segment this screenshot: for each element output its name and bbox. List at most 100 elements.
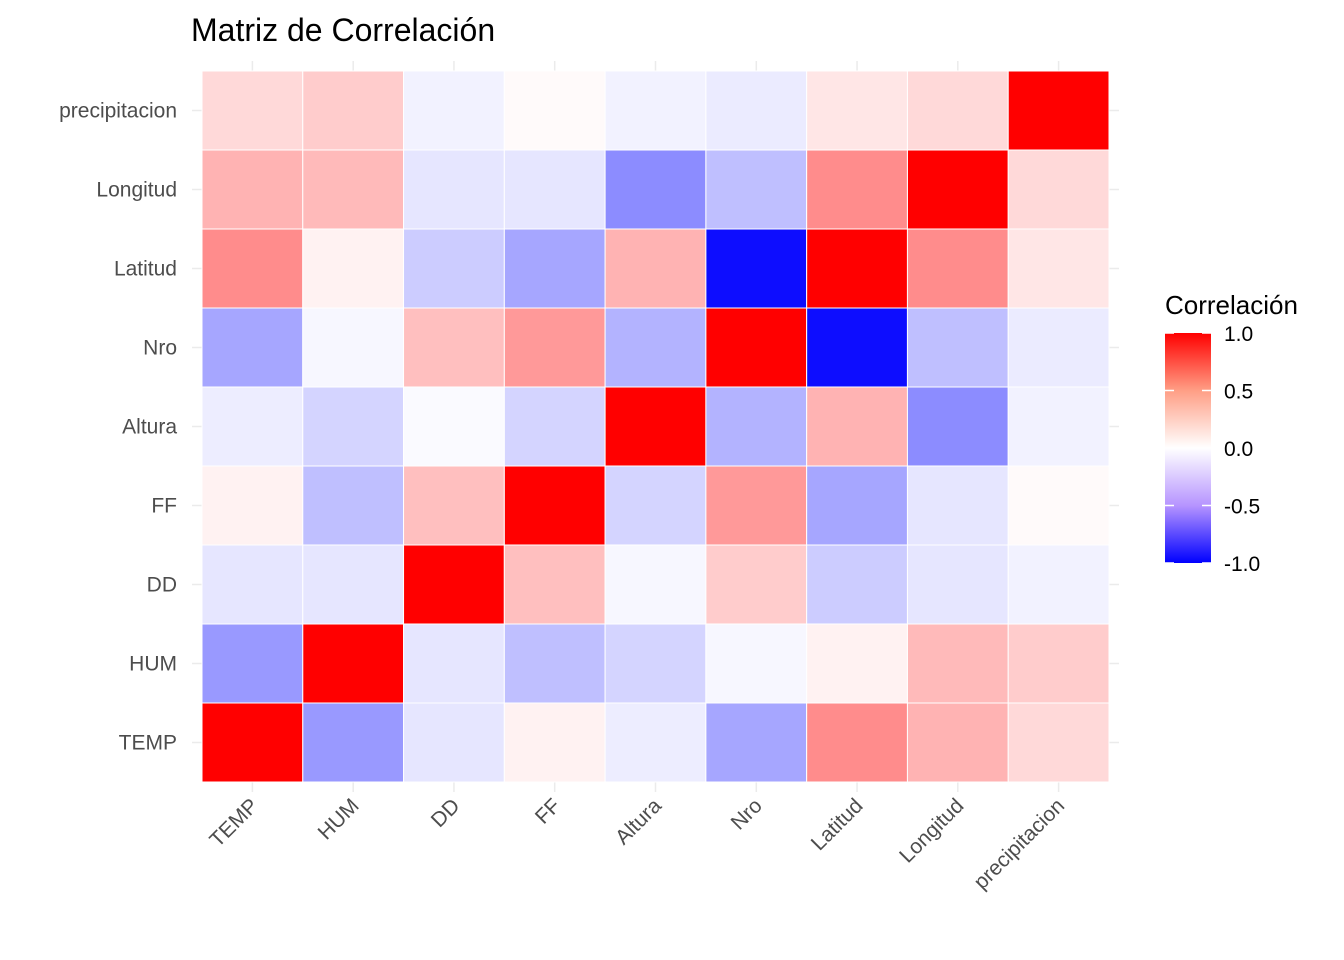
heatmap-cell-DD-Longitud bbox=[403, 149, 505, 230]
heatmap-cell-HUM-Altura bbox=[302, 386, 405, 467]
heatmap-cell-precipitacion-DD bbox=[1007, 544, 1110, 625]
heatmap-cell-FF-precipitacion bbox=[503, 70, 606, 151]
heatmap-cell-Longitud-Nro bbox=[906, 307, 1009, 388]
y-axis-ticks: TEMP HUM DD FF Altura Nro Latitud Longitud preci… bbox=[59, 100, 177, 755]
heatmap-cell-FF-DD bbox=[503, 544, 606, 625]
heatmap-cell-Latitud-HUM bbox=[806, 623, 908, 704]
legend-label: 1.0 bbox=[1224, 323, 1253, 346]
x-tick-label: precipitacion bbox=[970, 794, 1070, 894]
heatmap-cell-Nro-Nro bbox=[705, 307, 808, 388]
heatmap-cell-Altura-HUM bbox=[604, 623, 707, 704]
heatmap-cell-Altura-DD bbox=[604, 544, 707, 625]
heatmap-cell-FF-Latitud bbox=[503, 228, 606, 309]
heatmap-cell-Nro-FF bbox=[705, 465, 808, 546]
heatmap-cell-TEMP-TEMP bbox=[201, 702, 304, 783]
heatmap-cell-precipitacion-TEMP bbox=[1007, 702, 1110, 783]
heatmap-cell-TEMP-Nro bbox=[201, 307, 304, 388]
heatmap-cell-HUM-FF bbox=[302, 465, 405, 546]
heatmap-cell-Longitud-Longitud bbox=[906, 149, 1009, 230]
legend-label: -1.0 bbox=[1224, 553, 1260, 576]
heatmap-cell-DD-HUM bbox=[403, 623, 505, 704]
heatmap-cell-Nro-HUM bbox=[705, 623, 808, 704]
heatmap-cell-FF-FF bbox=[503, 465, 606, 546]
y-tick-label: FF bbox=[151, 495, 177, 518]
x-axis-ticks: TEMP HUM DD FF Altura Nro Latitud Longitud preci… bbox=[205, 794, 1069, 894]
heatmap-cell-Latitud-precipitacion bbox=[806, 70, 908, 151]
legend-label: 0.0 bbox=[1224, 438, 1253, 461]
heatmap-cell-precipitacion-FF bbox=[1007, 465, 1110, 546]
heatmap-cell-Nro-DD bbox=[705, 544, 808, 625]
chart-title: Matriz de Correlación bbox=[191, 12, 495, 48]
heatmap-cell-Longitud-Altura bbox=[906, 386, 1009, 467]
heatmap-cell-Nro-TEMP bbox=[705, 702, 808, 783]
heatmap-cell-Altura-FF bbox=[604, 465, 707, 546]
heatmap-cell-Altura-Altura bbox=[604, 386, 707, 467]
heatmap-cell-precipitacion-Longitud bbox=[1007, 149, 1110, 230]
y-tick-label: HUM bbox=[129, 653, 177, 676]
y-tick-label: precipitacion bbox=[59, 100, 177, 123]
heatmap-cells bbox=[201, 70, 1110, 783]
heatmap-cell-DD-precipitacion bbox=[403, 70, 505, 151]
heatmap-cell-Latitud-Longitud bbox=[806, 149, 908, 230]
heatmap-cell-HUM-Nro bbox=[302, 307, 405, 388]
heatmap-cell-Latitud-Latitud bbox=[806, 228, 908, 309]
legend-label: 0.5 bbox=[1224, 381, 1253, 404]
y-tick-label: DD bbox=[147, 574, 177, 597]
heatmap-cell-Longitud-FF bbox=[906, 465, 1009, 546]
x-tick-label: DD bbox=[427, 794, 465, 832]
x-tick-label: TEMP bbox=[205, 794, 263, 852]
heatmap-cell-Altura-TEMP bbox=[604, 702, 707, 783]
heatmap-cell-HUM-precipitacion bbox=[302, 70, 405, 151]
y-tick-label: TEMP bbox=[119, 732, 177, 755]
heatmap-cell-DD-FF bbox=[403, 465, 505, 546]
heatmap-cell-precipitacion-HUM bbox=[1007, 623, 1110, 704]
x-tick-label: Latitud bbox=[807, 794, 868, 855]
heatmap-cell-FF-Longitud bbox=[503, 149, 606, 230]
x-tick-label: HUM bbox=[314, 794, 364, 844]
heatmap-cell-FF-Nro bbox=[503, 307, 606, 388]
legend-title: Correlación bbox=[1165, 290, 1298, 320]
heatmap-cell-FF-HUM bbox=[503, 623, 606, 704]
heatmap-cell-Longitud-Latitud bbox=[906, 228, 1009, 309]
heatmap-cell-Altura-Latitud bbox=[604, 228, 707, 309]
y-tick-label: Nro bbox=[143, 337, 177, 360]
heatmap-cell-TEMP-Latitud bbox=[201, 228, 304, 309]
heatmap-cell-Nro-Longitud bbox=[705, 149, 808, 230]
heatmap-cell-TEMP-precipitacion bbox=[201, 70, 304, 151]
heatmap-cell-DD-Altura bbox=[403, 386, 505, 467]
legend-ticks: 1.0 0.5 0.0 -0.5 -1.0 bbox=[1165, 323, 1260, 576]
heatmap-cell-precipitacion-Altura bbox=[1007, 386, 1110, 467]
y-tick-label: Latitud bbox=[114, 258, 177, 281]
heatmap-cell-HUM-Latitud bbox=[302, 228, 405, 309]
heatmap-cell-DD-Latitud bbox=[403, 228, 505, 309]
heatmap-cell-TEMP-HUM bbox=[201, 623, 304, 704]
heatmap-cell-HUM-HUM bbox=[302, 623, 405, 704]
heatmap-cell-HUM-Longitud bbox=[302, 149, 405, 230]
heatmap-cell-Latitud-FF bbox=[806, 465, 908, 546]
heatmap-cell-Longitud-HUM bbox=[906, 623, 1009, 704]
x-tick-label: FF bbox=[531, 794, 565, 828]
heatmap-cell-Nro-Altura bbox=[705, 386, 808, 467]
heatmap-cell-FF-TEMP bbox=[503, 702, 606, 783]
x-tick-label: Altura bbox=[611, 794, 666, 849]
heatmap-cell-DD-Nro bbox=[403, 307, 505, 388]
heatmap-cell-Longitud-DD bbox=[906, 544, 1009, 625]
heatmap-cell-TEMP-Longitud bbox=[201, 149, 304, 230]
heatmap-cell-Latitud-DD bbox=[806, 544, 908, 625]
heatmap-cell-Latitud-Altura bbox=[806, 386, 908, 467]
heatmap-cell-DD-TEMP bbox=[403, 702, 505, 783]
heatmap-cell-Longitud-precipitacion bbox=[906, 70, 1009, 151]
legend-label: -0.5 bbox=[1224, 496, 1260, 519]
heatmap-cell-Nro-Latitud bbox=[705, 228, 808, 309]
heatmap-cell-TEMP-FF bbox=[201, 465, 304, 546]
heatmap-cell-HUM-TEMP bbox=[302, 702, 405, 783]
heatmap-cell-TEMP-DD bbox=[201, 544, 304, 625]
heatmap-cell-DD-DD bbox=[403, 544, 505, 625]
heatmap-cell-Nro-precipitacion bbox=[705, 70, 808, 151]
y-tick-label: Altura bbox=[122, 416, 177, 439]
heatmap-cell-Altura-Nro bbox=[604, 307, 707, 388]
heatmap-cell-precipitacion-precipitacion bbox=[1007, 70, 1110, 151]
x-tick-label: Longitud bbox=[895, 794, 968, 867]
heatmap-cell-precipitacion-Nro bbox=[1007, 307, 1110, 388]
y-tick-label: Longitud bbox=[96, 179, 177, 202]
